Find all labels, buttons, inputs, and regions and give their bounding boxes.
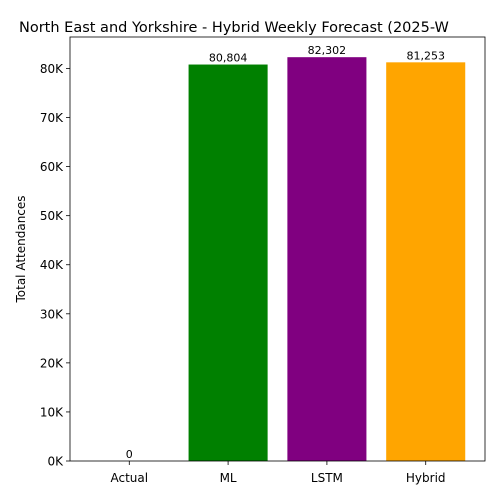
y-tick-label: 10K [40,405,64,419]
chart-title: North East and Yorkshire - Hybrid Weekly… [19,20,449,36]
y-tick-label: 30K [40,307,64,321]
plot-frame [69,36,486,462]
value-label-hybrid: 81,253 [406,49,445,62]
x-tick-label-lstm: LSTM [311,471,343,485]
bar-lstm [287,57,367,461]
y-tick-label: 50K [40,209,64,223]
bar-ml [188,64,268,461]
y-tick-label: 80K [40,62,64,76]
y-tick-label: 60K [40,160,64,174]
y-tick-label: 40K [40,258,64,272]
y-tick-label: 0K [47,455,64,469]
value-labels-group: 0 80,804 82,302 81,253 [126,44,445,461]
bars-group [188,57,466,462]
x-tick-label-ml: ML [220,471,237,485]
plot-border [69,36,486,462]
value-label-actual: 0 [126,448,133,461]
y-tick-label: 20K [40,356,64,370]
y-axis-label: Total Attendances [14,195,28,303]
x-axis: Actual ML LSTM Hybrid [110,461,446,485]
value-label-lstm: 82,302 [308,44,347,57]
y-tick-label: 70K [40,111,64,125]
y-axis: 0K 10K 20K 30K 40K 50K 60K 70K 80K [40,62,70,469]
x-tick-label-actual: Actual [110,471,148,485]
bar-hybrid [386,62,466,462]
value-label-ml: 80,804 [209,52,248,65]
x-tick-label-hybrid: Hybrid [406,471,446,485]
